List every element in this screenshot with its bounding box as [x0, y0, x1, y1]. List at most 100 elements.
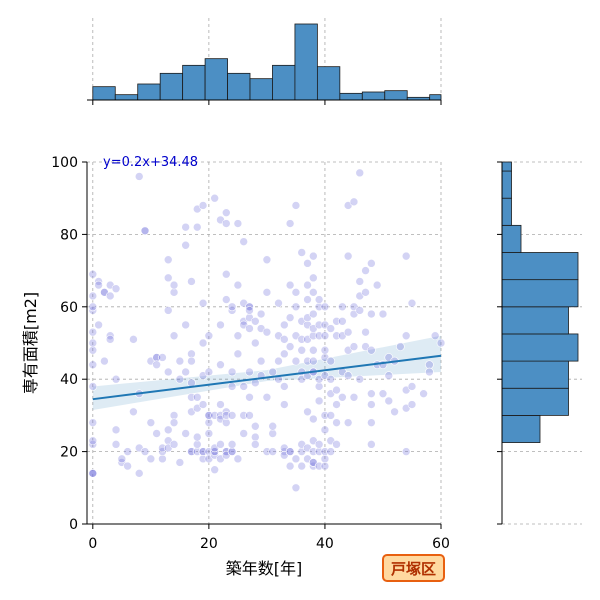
data-point: [227, 440, 237, 449]
data-point: [169, 411, 179, 420]
data-point: [285, 342, 295, 351]
data-point: [326, 324, 336, 333]
top-histogram-bar: [272, 64, 296, 101]
x-tick-label: 0: [88, 536, 97, 552]
data-point: [88, 291, 98, 301]
data-point: [204, 429, 214, 438]
data-point: [250, 316, 260, 326]
data-point: [163, 255, 173, 265]
data-point: [105, 331, 115, 341]
data-point: [181, 429, 190, 438]
data-point: [407, 400, 417, 409]
top-histogram-bar: [249, 78, 273, 101]
data-point: [210, 465, 219, 475]
data-point: [94, 320, 103, 330]
data-point: [309, 309, 318, 319]
data-point: [169, 440, 179, 449]
right-histogram-bar: [501, 414, 541, 443]
data-point: [216, 320, 225, 330]
x-tick-label: 20: [200, 536, 218, 552]
data-point: [204, 367, 214, 377]
data-point: [250, 440, 260, 449]
x-tick-label: 40: [316, 536, 334, 552]
data-point: [268, 447, 278, 456]
data-point: [187, 277, 196, 286]
y-tick-label: 40: [60, 372, 78, 388]
data-point: [332, 440, 341, 449]
top-histogram-bar: [114, 94, 139, 101]
data-point: [314, 295, 324, 304]
data-point: [367, 440, 376, 449]
data-point: [233, 280, 243, 290]
data-point: [355, 168, 365, 178]
data-point: [227, 447, 237, 456]
y-axis-title: 専有面積[m2]: [21, 292, 40, 394]
top-histogram-bar: [361, 91, 386, 101]
data-point: [192, 440, 202, 449]
data-point: [407, 382, 417, 391]
data-point: [146, 418, 156, 427]
x-tick-label: 60: [432, 536, 450, 552]
data-point: [88, 469, 98, 478]
data-point: [309, 345, 318, 355]
data-point: [169, 288, 179, 297]
data-point: [326, 356, 336, 366]
data-point: [94, 280, 103, 290]
data-point: [326, 411, 336, 420]
y-tick-label: 100: [51, 155, 78, 171]
data-point: [320, 331, 330, 341]
data-point: [343, 251, 353, 261]
regression-confidence-band: [92, 335, 441, 410]
ward-badge: 戸塚区: [382, 554, 445, 582]
y-tick-label: 20: [60, 445, 78, 461]
data-point: [361, 288, 370, 297]
data-point: [198, 298, 208, 308]
data-point: [88, 418, 98, 427]
x-axis-title: 築年数[年]: [226, 559, 303, 578]
data-point: [285, 313, 295, 322]
data-point: [239, 429, 248, 438]
data-point: [320, 345, 330, 355]
data-point: [343, 327, 353, 337]
data-point: [187, 356, 196, 366]
data-point: [436, 338, 446, 348]
data-point: [355, 277, 365, 286]
data-point: [401, 447, 411, 456]
data-point: [425, 360, 434, 370]
data-point: [309, 356, 318, 366]
data-point: [233, 349, 243, 359]
top-histogram-bar: [92, 86, 116, 101]
data-point: [256, 356, 266, 366]
data-point: [88, 440, 98, 449]
data-point: [262, 288, 272, 297]
data-point: [256, 309, 266, 319]
data-point: [309, 251, 318, 261]
data-point: [419, 389, 428, 398]
ward-badge-box: [382, 554, 445, 582]
data-point: [192, 432, 202, 442]
data-point: [204, 331, 214, 341]
data-point: [338, 316, 347, 326]
data-point: [181, 320, 190, 330]
data-point: [181, 222, 190, 232]
top-histogram-bar: [159, 72, 184, 101]
data-point: [303, 259, 312, 268]
data-point: [245, 392, 254, 402]
data-point: [221, 208, 231, 217]
data-point: [326, 447, 336, 456]
data-point: [355, 306, 365, 315]
data-point: [239, 237, 248, 246]
data-point: [268, 421, 278, 431]
data-point: [401, 251, 411, 261]
data-point: [227, 302, 237, 312]
data-point: [227, 382, 237, 391]
data-point: [152, 429, 161, 438]
data-point: [355, 374, 365, 384]
data-point: [280, 349, 289, 359]
data-point: [163, 306, 173, 315]
data-point: [88, 338, 98, 348]
data-point: [262, 255, 272, 265]
data-point: [407, 298, 417, 308]
data-point: [175, 458, 185, 467]
top-histogram-bar: [429, 94, 442, 101]
